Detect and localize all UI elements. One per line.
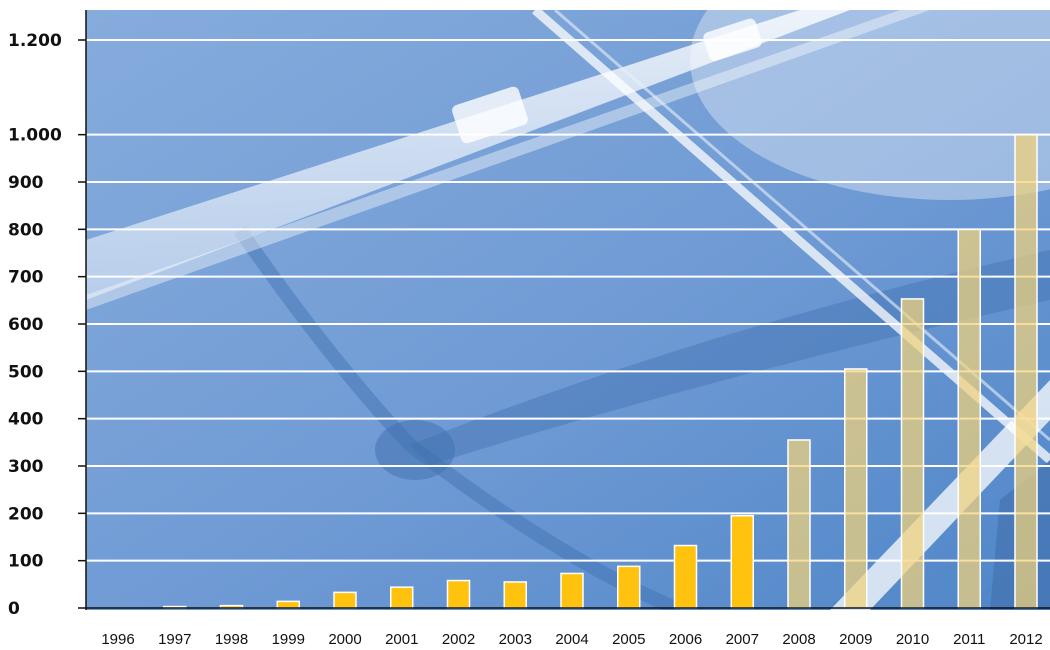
x-tick-label: 2000 bbox=[328, 631, 361, 648]
x-tick-label: 2007 bbox=[726, 631, 759, 648]
bar-2006 bbox=[673, 544, 698, 609]
bar-2007 bbox=[730, 514, 754, 609]
x-tick-label: 1997 bbox=[158, 631, 191, 648]
y-tick-label: 0 bbox=[8, 599, 20, 619]
y-tick-label: 700 bbox=[8, 268, 44, 288]
x-tick-label: 2005 bbox=[612, 631, 645, 648]
bar-2000 bbox=[333, 591, 357, 609]
x-tick-label: 1996 bbox=[101, 631, 134, 648]
bar-2012 bbox=[1014, 133, 1038, 609]
x-tick-label: 2011 bbox=[953, 631, 985, 648]
bar-2009 bbox=[844, 368, 868, 609]
bar-2003 bbox=[503, 581, 527, 609]
x-tick-label: 2003 bbox=[499, 631, 532, 648]
x-tick-label: 2001 bbox=[385, 631, 418, 648]
y-tick-label: 100 bbox=[8, 552, 44, 572]
gridlines bbox=[86, 39, 1050, 562]
x-tick-label: 1999 bbox=[272, 631, 305, 648]
x-tick-label: 2012 bbox=[1009, 631, 1042, 648]
y-tick-label: 900 bbox=[8, 173, 44, 193]
y-axis-ticks: 0 100 200 300 400 500 600 700 800 900 1.000 1.200 bbox=[8, 31, 86, 619]
bar-2004 bbox=[560, 572, 584, 609]
x-axis-ticks: 1996 1997 1998 1999 2000 2001 2002 2003 2004 2005… bbox=[101, 631, 1042, 648]
bar-2011 bbox=[957, 228, 981, 609]
x-tick-label: 2006 bbox=[669, 631, 702, 648]
y-tick-label: 300 bbox=[8, 457, 44, 477]
bar-2005 bbox=[617, 565, 641, 609]
y-tick-label: 200 bbox=[8, 504, 44, 524]
bar-2001 bbox=[390, 586, 414, 609]
x-tick-label: 2010 bbox=[896, 631, 929, 648]
y-tick-label: 600 bbox=[8, 315, 44, 335]
y-tick-label: 400 bbox=[8, 410, 44, 430]
x-tick-label: 2004 bbox=[555, 631, 588, 648]
y-tick-label: 800 bbox=[8, 220, 44, 240]
bar-1999 bbox=[276, 600, 300, 609]
x-tick-label: 2009 bbox=[839, 631, 872, 648]
x-tick-label: 2002 bbox=[442, 631, 475, 648]
background-photo bbox=[86, 10, 1050, 610]
y-tick-label: 1.000 bbox=[8, 126, 62, 146]
bar-2002 bbox=[446, 579, 471, 609]
bars bbox=[163, 133, 1038, 609]
y-tick-label: 1.200 bbox=[8, 31, 62, 51]
y-tick-label: 500 bbox=[8, 362, 44, 382]
x-tick-label: 2008 bbox=[782, 631, 815, 648]
x-tick-label: 1998 bbox=[215, 631, 248, 648]
bar-2010 bbox=[900, 298, 925, 609]
bar-2008 bbox=[787, 439, 811, 609]
